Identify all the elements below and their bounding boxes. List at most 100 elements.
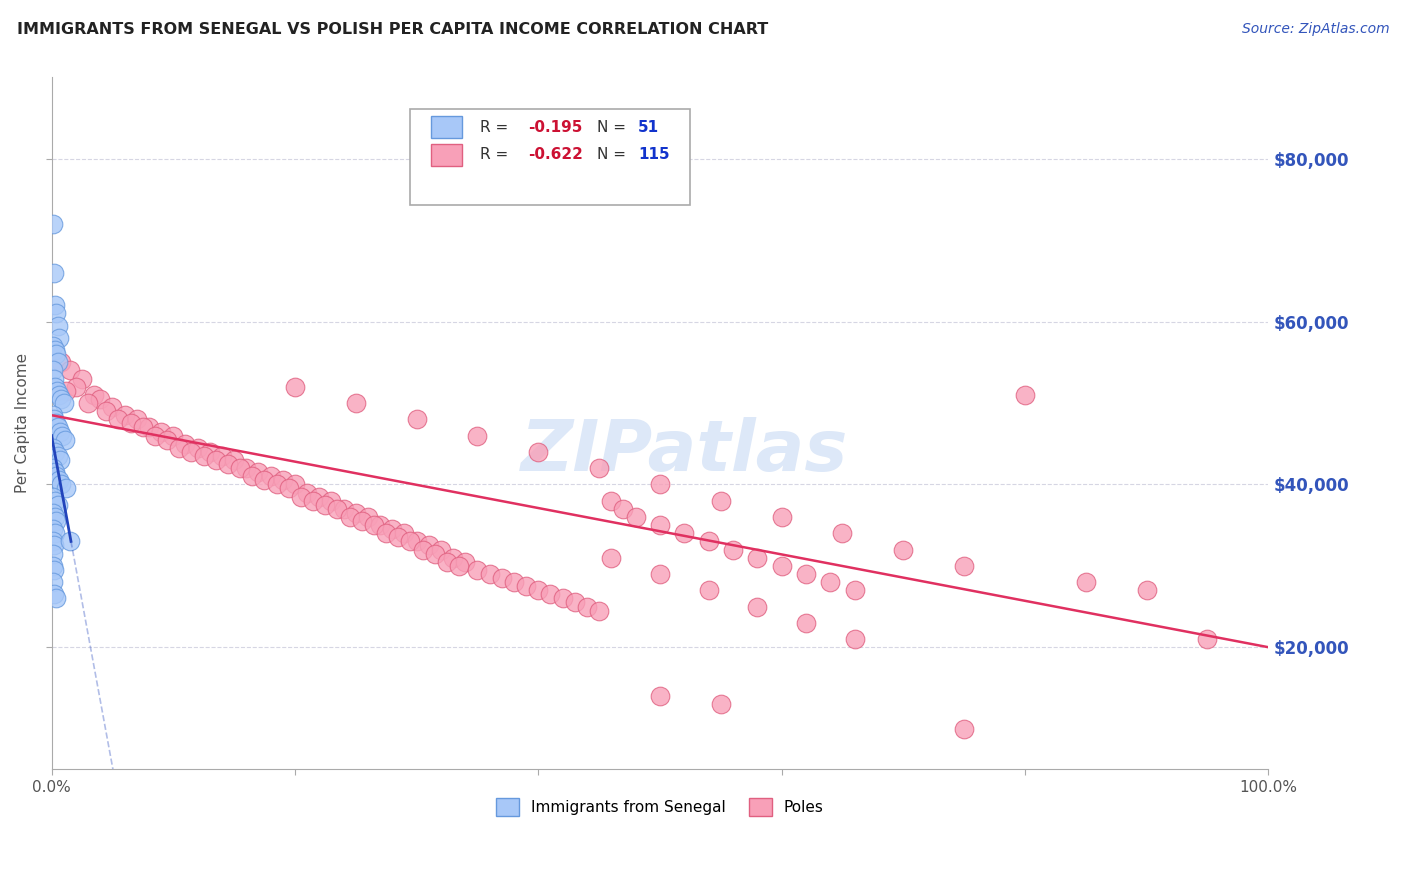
Point <box>150 425 173 439</box>
Point <box>363 518 385 533</box>
Text: Source: ZipAtlas.com: Source: ZipAtlas.com <box>1241 22 1389 37</box>
Point <box>612 501 634 516</box>
Point <box>42 539 65 553</box>
FancyBboxPatch shape <box>432 116 461 138</box>
Point <box>430 542 453 557</box>
Point <box>747 599 769 614</box>
Point <box>412 542 434 557</box>
Point <box>600 493 623 508</box>
Point <box>46 449 69 463</box>
Point <box>302 493 325 508</box>
Point <box>538 587 561 601</box>
Point <box>107 412 129 426</box>
Text: ZIPatlas: ZIPatlas <box>520 417 848 485</box>
Point <box>42 461 65 475</box>
Point <box>770 510 793 524</box>
Point <box>820 575 842 590</box>
Text: 51: 51 <box>638 120 659 135</box>
Point <box>83 388 105 402</box>
Point <box>77 396 100 410</box>
Point <box>953 558 976 573</box>
Point <box>831 526 853 541</box>
Legend: Immigrants from Senegal, Poles: Immigrants from Senegal, Poles <box>488 790 831 824</box>
Point <box>259 469 281 483</box>
Point <box>953 722 976 736</box>
Point <box>49 453 72 467</box>
Point <box>350 514 373 528</box>
Point <box>266 477 288 491</box>
Point <box>44 510 66 524</box>
Point <box>368 518 391 533</box>
Point <box>697 534 720 549</box>
Point <box>284 477 307 491</box>
Point <box>527 583 550 598</box>
Point <box>51 428 73 442</box>
Point <box>344 506 367 520</box>
Point <box>1136 583 1159 598</box>
Point <box>42 363 65 377</box>
Point <box>42 522 65 536</box>
Point <box>42 266 65 280</box>
Point <box>42 587 65 601</box>
Point <box>51 392 73 406</box>
Point <box>101 400 124 414</box>
Point <box>551 591 574 606</box>
Point <box>418 539 440 553</box>
Point <box>120 417 142 431</box>
Point <box>491 571 513 585</box>
Point <box>794 566 817 581</box>
Point <box>321 493 343 508</box>
Point <box>217 457 239 471</box>
Y-axis label: Per Capita Income: Per Capita Income <box>15 353 30 493</box>
Point <box>339 510 361 524</box>
Point <box>46 355 69 369</box>
Point <box>44 465 66 479</box>
Point <box>48 474 70 488</box>
Point <box>624 510 647 524</box>
Point <box>55 482 77 496</box>
Point <box>44 380 66 394</box>
Point <box>143 428 166 442</box>
Point <box>187 441 209 455</box>
Point <box>295 485 318 500</box>
Point <box>648 689 671 703</box>
Point <box>96 404 118 418</box>
Point <box>49 425 72 439</box>
Point <box>710 493 733 508</box>
Point <box>844 583 866 598</box>
Point <box>222 453 245 467</box>
Point <box>42 575 65 590</box>
Point <box>648 566 671 581</box>
Point <box>174 436 197 450</box>
Point <box>697 583 720 598</box>
Point <box>211 449 233 463</box>
Point <box>891 542 914 557</box>
Point <box>55 384 77 398</box>
Point <box>46 420 69 434</box>
FancyBboxPatch shape <box>432 144 461 166</box>
Point <box>600 550 623 565</box>
Point <box>138 420 160 434</box>
Point <box>277 482 299 496</box>
Point <box>375 526 398 541</box>
Point <box>59 363 82 377</box>
Point <box>45 347 67 361</box>
Point <box>42 371 65 385</box>
Point <box>253 474 276 488</box>
Point <box>1197 632 1219 646</box>
Point <box>648 477 671 491</box>
Point <box>46 318 69 333</box>
Point <box>564 595 586 609</box>
Point <box>770 558 793 573</box>
Point <box>204 453 226 467</box>
Point <box>42 563 65 577</box>
Point <box>42 490 65 504</box>
Point <box>747 550 769 565</box>
Point <box>588 461 610 475</box>
Point <box>42 339 65 353</box>
Text: N =: N = <box>596 147 630 162</box>
Point <box>467 563 489 577</box>
Point <box>42 441 65 455</box>
Point <box>125 412 148 426</box>
Point <box>48 388 70 402</box>
